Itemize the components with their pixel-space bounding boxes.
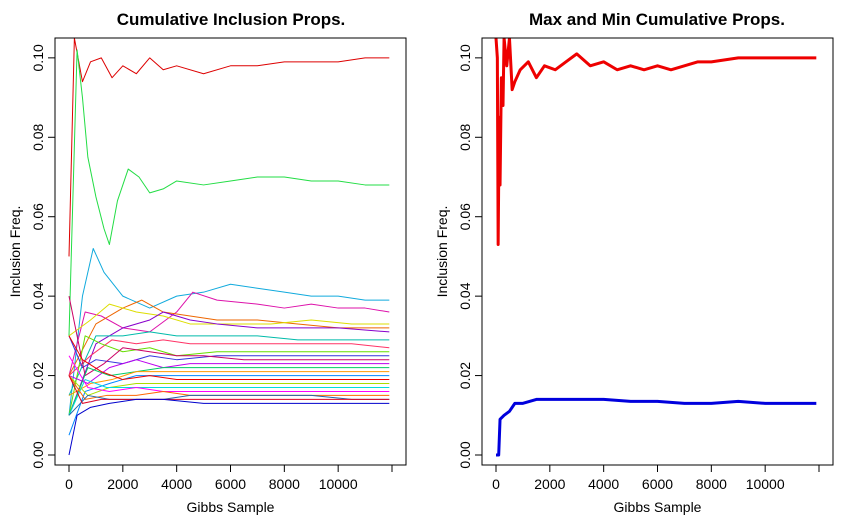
series-line-18: [68, 375, 390, 396]
y-tick-label: 0.06: [30, 203, 46, 230]
x-tick-label: 8000: [696, 476, 727, 492]
x-tick-label: 4000: [588, 476, 619, 492]
y-tick-label: 0.08: [30, 123, 46, 150]
series-group: [68, 38, 390, 456]
y-tick-label: 0.02: [30, 362, 46, 389]
chart-panel-2: 0 2000 4000 6000 8000 10000 0.00 0.02 0.04 0.06 0.…: [434, 10, 834, 515]
series-line-15: [68, 371, 390, 396]
y-tick-label: 0.02: [457, 362, 473, 389]
chart-title: Max and Min Cumulative Props.: [529, 10, 785, 29]
y-tick-label: 0.10: [30, 44, 46, 71]
y-tick-label: 0.04: [30, 282, 46, 309]
y-tick-label: 0.00: [457, 441, 473, 468]
y-tick-label: 0.04: [457, 282, 473, 309]
series-line-12: [68, 296, 390, 377]
y-tick-label: 0.06: [457, 203, 473, 230]
x-tick-label: 10000: [319, 476, 358, 492]
series-line-4: [68, 291, 390, 376]
x-tick-label: 10000: [746, 476, 785, 492]
series-line-22: [68, 394, 390, 416]
y-tick-label: 0.08: [457, 123, 473, 150]
y-tick-label: 0.10: [457, 44, 473, 71]
series-line-2: [496, 397, 817, 457]
series-line-3: [68, 247, 390, 416]
series-line-1: [494, 38, 817, 247]
series-line-20: [68, 355, 390, 392]
x-tick-label: 0: [492, 476, 500, 492]
series-line-7: [68, 311, 390, 416]
series-line-14: [68, 367, 390, 416]
series-line-11: [68, 335, 390, 369]
series-line-2: [68, 49, 390, 336]
x-tick-label: 0: [65, 476, 73, 492]
series-line-23: [68, 375, 390, 404]
x-tick-label: 6000: [642, 476, 673, 492]
x-axis-label: Gibbs Sample: [187, 499, 275, 515]
series-line-5: [68, 299, 390, 376]
series-line-1: [68, 38, 390, 257]
series-line-8: [68, 331, 390, 396]
x-tick-label: 6000: [215, 476, 246, 492]
chart-panel-1: 0 2000 4000 6000 8000 10000 0.00 0.02 0.04 0.06 0.…: [7, 10, 407, 515]
series-line-19: [68, 379, 390, 416]
series-line-6: [68, 303, 390, 337]
x-axis-label: Gibbs Sample: [614, 499, 702, 515]
series-line-9: [68, 339, 390, 376]
x-tick-label: 4000: [161, 476, 192, 492]
series-line-17: [68, 335, 390, 381]
series-line-16: [68, 375, 390, 436]
series-group: [494, 38, 817, 457]
x-tick-label: 2000: [107, 476, 138, 492]
x-tick-label: 8000: [269, 476, 300, 492]
plot-frame: [54, 37, 407, 466]
y-axis-label: Inclusion Freq.: [434, 206, 450, 298]
chart-title: Cumulative Inclusion Props.: [117, 10, 346, 29]
y-axis-label: Inclusion Freq.: [7, 206, 23, 298]
series-line-24: [68, 398, 390, 456]
y-tick-label: 0.00: [30, 441, 46, 468]
x-tick-label: 2000: [534, 476, 565, 492]
